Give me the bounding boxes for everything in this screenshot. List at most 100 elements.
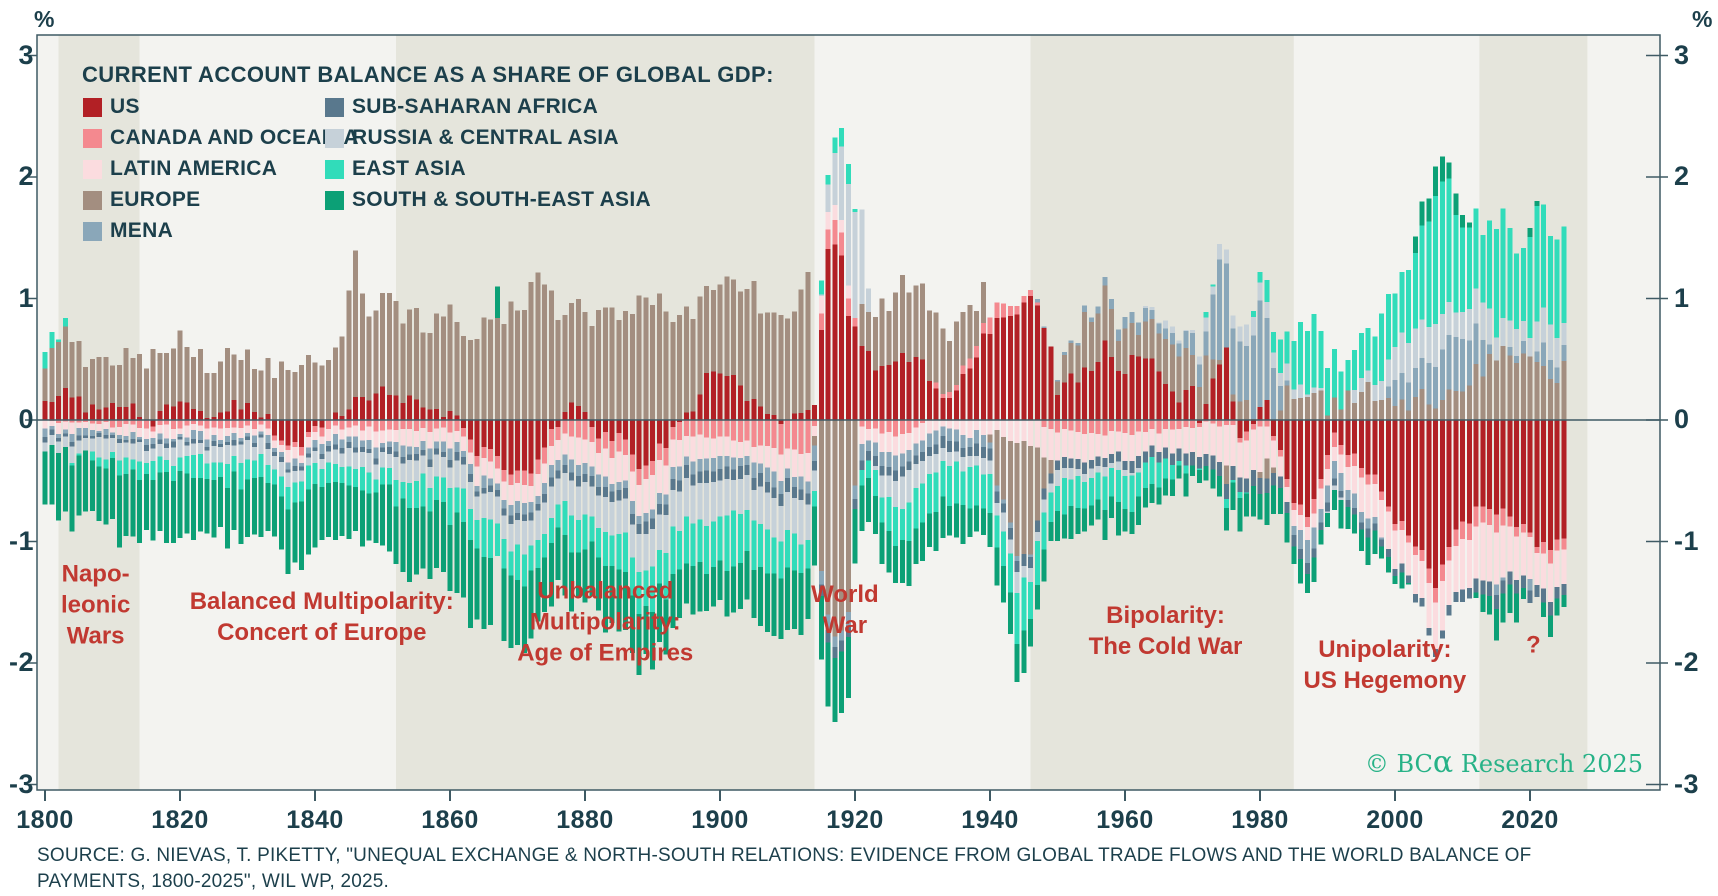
- bar-segment-canada-and-oceania: [1426, 568, 1432, 584]
- bar-segment-latin-america: [1129, 435, 1135, 461]
- bar-segment-south-south-east-asia: [454, 512, 460, 593]
- bar-segment-europe: [953, 321, 959, 386]
- bar-segment-us: [987, 334, 993, 420]
- bar-segment-canada-and-oceania: [616, 433, 622, 452]
- bar-year-1956: [1095, 306, 1101, 520]
- y-axis-label-left-2: 2: [18, 161, 34, 191]
- bar-segment-latin-america: [616, 451, 622, 482]
- bar-segment-russia-central-asia: [866, 288, 871, 312]
- bar-segment-south-south-east-asia: [987, 513, 993, 547]
- bar-segment-canada-and-oceania: [1068, 420, 1074, 431]
- bar-segment-europe: [1163, 339, 1168, 384]
- bar-year-1983: [1277, 339, 1283, 514]
- bar-segment-latin-america: [670, 439, 676, 468]
- bar-segment-europe: [245, 349, 250, 404]
- bar-segment-south-south-east-asia: [1122, 509, 1128, 532]
- bar-segment-europe: [1223, 465, 1229, 484]
- bar-segment-mena: [839, 630, 844, 641]
- bar-segment-us: [103, 407, 109, 420]
- bar-segment-europe: [1412, 396, 1418, 420]
- bar-segment-sub-saharan-africa: [508, 515, 514, 524]
- bar-segment-europe: [440, 316, 446, 417]
- bar-segment-russia-central-asia: [933, 454, 939, 473]
- bar-segment-us: [521, 420, 527, 471]
- bar-segment-russia-central-asia: [150, 448, 156, 462]
- bar-segment-us: [427, 409, 433, 420]
- bar-segment-sub-saharan-africa: [1406, 575, 1411, 583]
- bar-segment-europe: [1082, 311, 1087, 368]
- bar-segment-latin-america: [1102, 435, 1108, 458]
- bar-segment-mena: [1277, 385, 1283, 411]
- bar-segment-latin-america: [1061, 429, 1067, 458]
- bar-segment-mena: [1122, 316, 1128, 329]
- bar-segment-mena: [393, 442, 399, 452]
- bar-segment-us: [670, 420, 676, 428]
- bar-year-1974: [1217, 244, 1222, 497]
- bar-segment-europe: [1061, 355, 1067, 383]
- bar-segment-latin-america: [1021, 420, 1027, 441]
- bar-segment-russia-central-asia: [481, 493, 487, 518]
- bar-year-1942: [1001, 303, 1006, 603]
- bar-segment-latin-america: [1257, 426, 1263, 472]
- bar-segment-sub-saharan-africa: [83, 435, 88, 438]
- bar-segment-mena: [62, 429, 68, 434]
- bar-segment-east-asia: [474, 519, 480, 549]
- bar-segment-latin-america: [798, 454, 804, 477]
- bar-segment-mena: [488, 478, 493, 486]
- bar-segment-us: [535, 420, 541, 460]
- bar-segment-south-south-east-asia: [717, 560, 723, 600]
- bar-segment-east-asia: [845, 164, 851, 184]
- bar-segment-sub-saharan-africa: [1271, 472, 1276, 486]
- bar-segment-europe: [1156, 333, 1162, 372]
- bar-segment-east-asia: [616, 534, 622, 570]
- bar-segment-russia-central-asia: [366, 452, 372, 473]
- bar-segment-canada-and-oceania: [83, 420, 88, 422]
- bar-segment-east-asia: [332, 464, 338, 483]
- bar-segment-canada-and-oceania: [1122, 420, 1128, 433]
- bar-segment-europe: [1480, 376, 1486, 420]
- bar-segment-canada-and-oceania: [1223, 420, 1229, 426]
- bar-segment-sub-saharan-africa: [1075, 459, 1081, 470]
- bar-segment-south-south-east-asia: [1230, 482, 1236, 511]
- bar-segment-latin-america: [501, 481, 507, 500]
- bar-segment-south-south-east-asia: [1250, 485, 1256, 517]
- bar-segment-east-asia: [143, 463, 149, 474]
- bar-segment-east-asia: [1480, 234, 1486, 303]
- bar-segment-mena: [731, 457, 736, 470]
- bar-segment-europe: [393, 301, 399, 396]
- bar-segment-canada-and-oceania: [420, 420, 426, 428]
- bar-segment-latin-america: [1169, 429, 1175, 454]
- bar-segment-mena: [42, 428, 48, 437]
- bar-segment-latin-america: [1345, 466, 1351, 491]
- bar-segment-south-south-east-asia: [346, 485, 352, 539]
- bar-segment-south-south-east-asia: [1257, 493, 1263, 520]
- bar-segment-us: [1304, 420, 1310, 518]
- bar-segment-east-asia: [1291, 340, 1297, 390]
- bar-segment-canada-and-oceania: [488, 448, 493, 462]
- bar-segment-mena: [913, 443, 919, 456]
- bar-segment-canada-and-oceania: [1534, 546, 1540, 553]
- bar-segment-mena: [339, 439, 345, 449]
- bar-segment-sub-saharan-africa: [609, 491, 615, 502]
- bar-segment-south-south-east-asia: [400, 498, 406, 572]
- bar-segment-canada-and-oceania: [461, 427, 466, 437]
- bar-year-1992: [1338, 371, 1344, 529]
- bar-year-1912: [798, 289, 804, 635]
- bar-segment-europe: [825, 420, 831, 615]
- bar-segment-south-south-east-asia: [899, 540, 905, 583]
- bar-segment-canada-and-oceania: [197, 420, 203, 426]
- bar-segment-latin-america: [663, 465, 669, 495]
- bar-year-1824: [204, 373, 210, 534]
- bar-segment-canada-and-oceania: [305, 432, 311, 438]
- bar-segment-latin-america: [427, 431, 433, 449]
- bar-segment-us: [157, 411, 163, 420]
- bar-segment-russia-central-asia: [555, 478, 561, 505]
- bar-segment-latin-america: [292, 447, 298, 459]
- bar-segment-canada-and-oceania: [1439, 564, 1445, 581]
- bar-segment-russia-central-asia: [1082, 474, 1087, 483]
- bar-segment-europe: [380, 293, 385, 387]
- bar-segment-canada-and-oceania: [157, 420, 163, 425]
- bar-segment-russia-central-asia: [1163, 320, 1168, 329]
- bar-segment-canada-and-oceania: [1325, 455, 1330, 469]
- bar-segment-europe: [1190, 355, 1195, 386]
